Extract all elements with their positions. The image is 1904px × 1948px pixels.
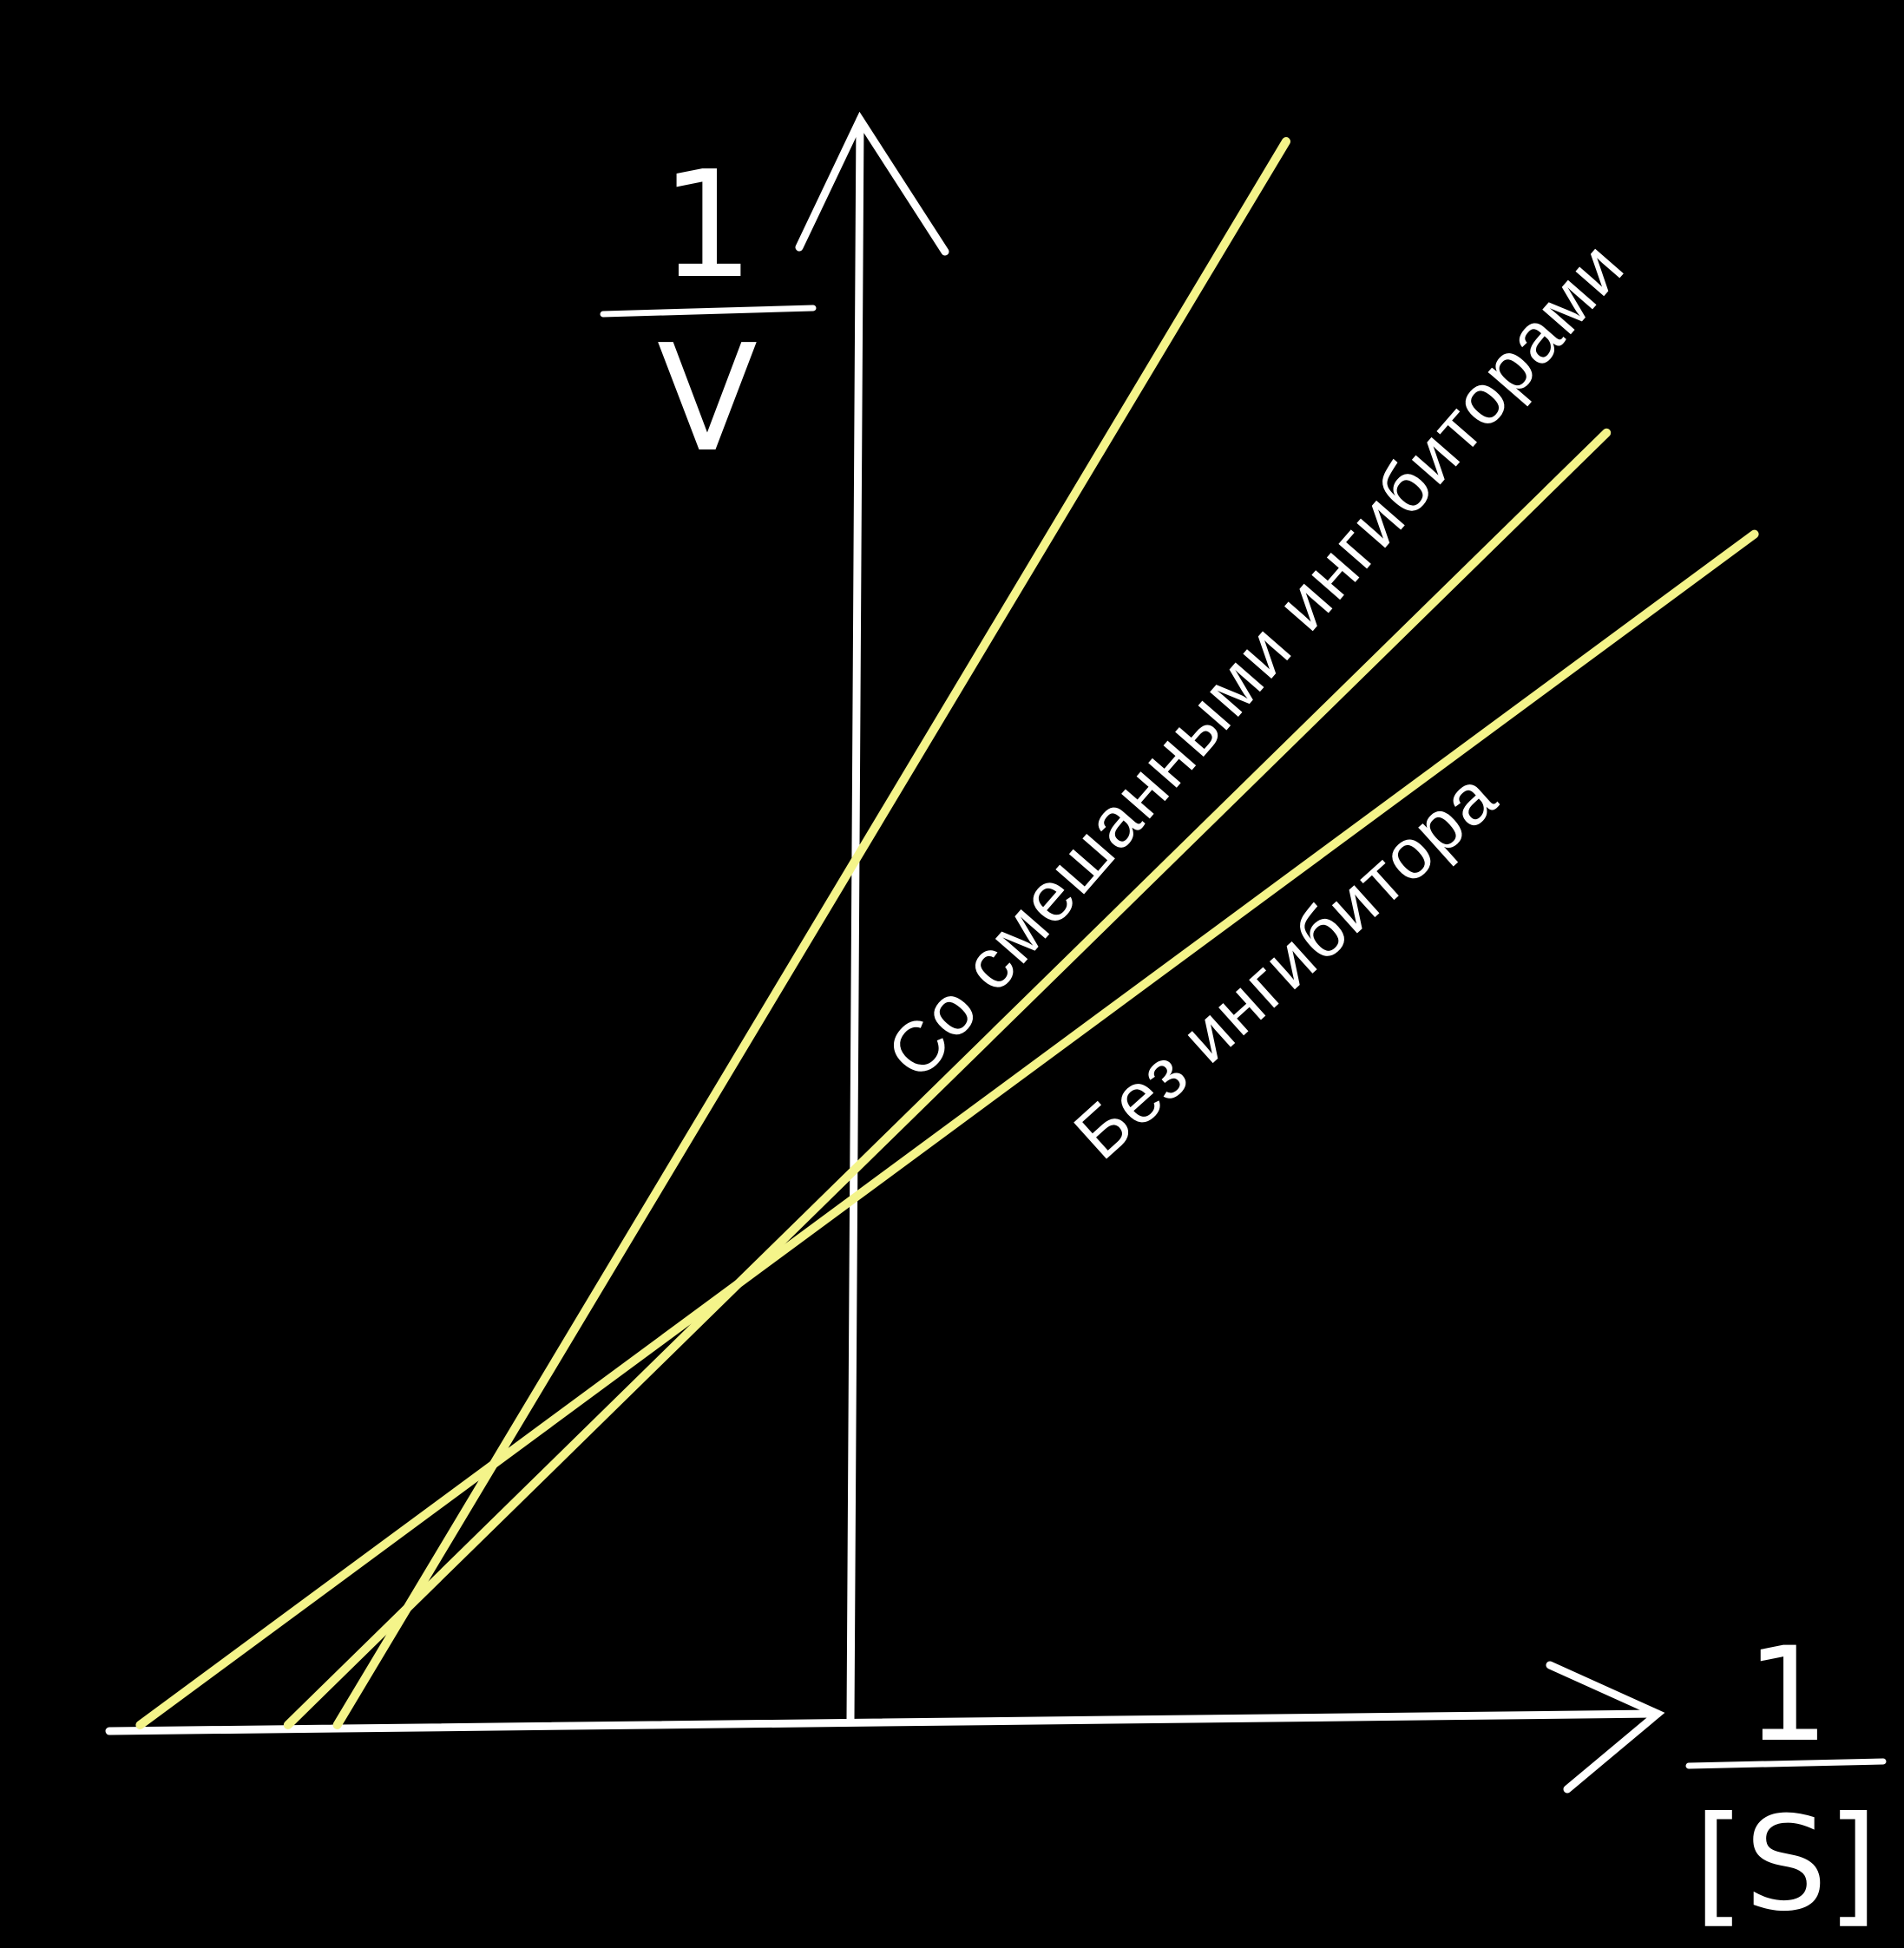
x-axis-label: 1 [S] bbox=[1685, 1620, 1887, 1940]
x-axis bbox=[105, 1709, 1662, 1735]
y-axis-label-numerator: 1 bbox=[660, 140, 754, 312]
x-axis-label-fraction-bar bbox=[1685, 1758, 1887, 1769]
x-axis-arrowhead bbox=[1546, 1661, 1665, 1794]
series-lines bbox=[135, 137, 1759, 1729]
y-axis-label-denominator: V bbox=[657, 313, 758, 485]
axes bbox=[105, 111, 1665, 1794]
y-axis bbox=[846, 115, 864, 1724]
series-line-2 bbox=[135, 529, 1759, 1729]
x-axis-label-numerator: 1 bbox=[1746, 1620, 1828, 1771]
series-line-1 bbox=[283, 428, 1612, 1729]
y-axis-label: 1 V bbox=[600, 140, 817, 485]
y-axis-label-fraction-bar bbox=[600, 305, 817, 318]
series-line-0 bbox=[332, 137, 1290, 1729]
x-axis-label-denominator: [S] bbox=[1694, 1789, 1878, 1940]
y-axis-arrowhead bbox=[795, 111, 949, 256]
